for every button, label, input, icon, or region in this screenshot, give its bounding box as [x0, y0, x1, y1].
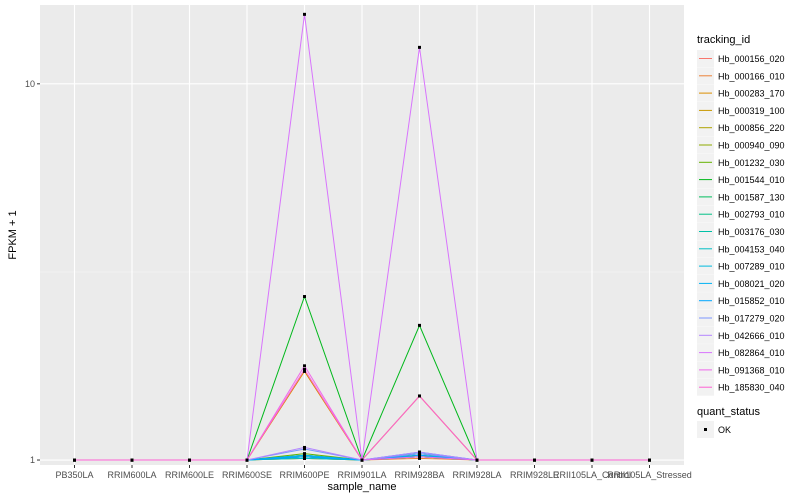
data-point-Hb_000283_170-RRIM600PE — [303, 369, 306, 373]
x-tick-label: RRIM928LE — [510, 470, 559, 480]
legend-label: Hb_002793_010 — [718, 210, 785, 220]
data-point-Hb_091368_010-RRIM928BA — [418, 455, 421, 459]
data-point-Hb_091368_010-RRIM600PE — [303, 364, 306, 368]
legend-label: Hb_000166_010 — [718, 71, 785, 81]
color-legend-title: tracking_id — [697, 34, 750, 46]
x-tick-label: RRIM928BA — [394, 470, 444, 480]
data-point-Hb_185830_040-RRIM901LA — [360, 458, 364, 462]
legend-label: Hb_017279_020 — [718, 314, 785, 324]
legend-label: Hb_082864_010 — [718, 348, 785, 358]
data-point-Hb_001544_010-RRIM600PE — [303, 295, 306, 299]
data-point-Hb_015852_010-RRIM928BA — [418, 453, 421, 457]
data-point-Hb_185830_040-RRIM600LA — [130, 458, 134, 462]
y-tick-label: 1 — [30, 455, 35, 465]
y-axis-title: FPKM + 1 — [7, 210, 19, 259]
legend-label: Hb_001232_030 — [718, 158, 785, 168]
data-point-Hb_008021_020-RRIM600PE — [303, 453, 306, 457]
data-point-Hb_004153_040-RRIM600PE — [303, 456, 306, 460]
x-axis-title: sample_name — [327, 481, 396, 493]
data-point-Hb_185830_040-RRII105LA_Control — [590, 458, 594, 462]
data-point-Hb_082864_010-RRIM600PE — [303, 12, 306, 16]
x-tick-label: RRIM600PE — [279, 470, 329, 480]
data-point-Hb_082864_010-RRIM928BA — [418, 45, 421, 49]
legend-label: Hb_000156_020 — [718, 54, 785, 64]
legend-label: Hb_003176_030 — [718, 227, 785, 237]
y-tick-label: 10 — [25, 79, 35, 89]
shape-legend-items: OK — [697, 421, 731, 438]
data-point-Hb_017279_020-RRIM928BA — [418, 452, 421, 456]
shape-legend-title: quant_status — [697, 406, 760, 418]
legend-label: Hb_008021_020 — [718, 279, 785, 289]
data-point-Hb_185830_040-RRIM928BA — [418, 394, 421, 398]
legend-label: Hb_007289_010 — [718, 262, 785, 272]
x-tick-label: RRIM600LA — [107, 470, 156, 480]
data-point-Hb_185830_040-RRIM928LE — [533, 458, 536, 462]
color-legend-items: Hb_000156_020 Hb_000166_010 Hb_000283_170 H… — [697, 50, 785, 396]
legend-label: Hb_042666_010 — [718, 331, 785, 341]
legend-label: Hb_000940_090 — [718, 141, 785, 151]
data-point-Hb_000166_010-RRIM928BA — [418, 456, 421, 460]
data-point-Hb_015852_010-RRIM600PE — [303, 455, 306, 459]
x-tick-label: RRIM600LE — [165, 470, 214, 480]
x-tick-label: RRIM901LA — [337, 470, 386, 480]
shape-legend-label: OK — [718, 425, 731, 435]
legend-label: Hb_185830_040 — [718, 383, 785, 393]
x-tick-label: RRIM600SE — [222, 470, 272, 480]
data-point-Hb_042666_010-RRIM600PE — [303, 445, 306, 449]
y-axis: 1 10 — [25, 79, 40, 465]
legend-label: Hb_000283_170 — [718, 89, 785, 99]
data-point-Hb_001544_010-RRIM928BA — [418, 323, 421, 327]
data-point-Hb_185830_040-RRIM600PE — [303, 368, 306, 372]
x-axis: PB350LA RRIM600LA RRIM600LE RRIM600SE RRIM60… — [55, 465, 692, 480]
data-points — [73, 12, 651, 462]
x-tick-label: RRII105LA_Stressed — [607, 470, 692, 480]
legend: tracking_id Hb_000156_020Hb_000166_010Hb… — [697, 34, 785, 438]
data-point-Hb_185830_040-RRII105LA_Stressed — [648, 458, 651, 462]
data-point-Hb_185830_040-RRIM600LE — [188, 458, 191, 462]
data-point-Hb_185830_040-RRIM928LA — [475, 458, 479, 462]
legend-label: Hb_001587_130 — [718, 192, 785, 202]
data-point-Hb_017279_020-RRIM600PE — [303, 447, 306, 451]
shape-legend-key-point — [704, 428, 707, 431]
data-point-Hb_185830_040-PB350LA — [73, 458, 76, 462]
data-point-Hb_001232_030-RRIM600PE — [303, 452, 306, 456]
data-point-Hb_185830_040-RRIM600SE — [245, 458, 249, 462]
legend-label: Hb_091368_010 — [718, 365, 785, 375]
x-tick-label: PB350LA — [55, 470, 93, 480]
legend-label: Hb_000319_100 — [718, 106, 785, 116]
legend-label: Hb_001544_010 — [718, 175, 785, 185]
legend-label: Hb_004153_040 — [718, 244, 785, 254]
x-tick-label: RRIM928LA — [452, 470, 501, 480]
data-point-Hb_042666_010-RRIM928BA — [418, 450, 421, 454]
legend-label: Hb_015852_010 — [718, 296, 785, 306]
x-tick-label: RRII105LA_Control — [553, 470, 631, 480]
legend-label: Hb_000856_220 — [718, 123, 785, 133]
